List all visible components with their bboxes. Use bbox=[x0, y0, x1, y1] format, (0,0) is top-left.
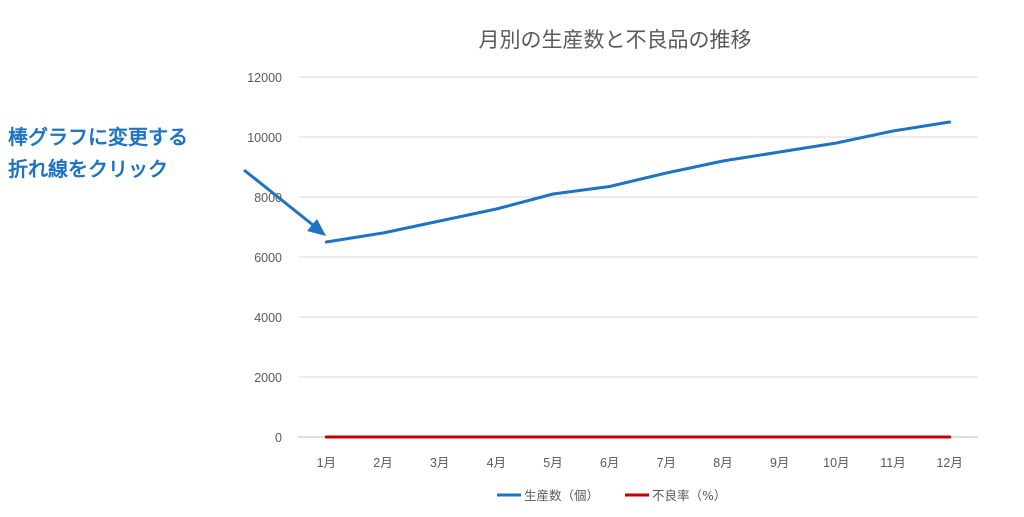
data-point-defect-rate[interactable] bbox=[778, 435, 781, 438]
data-point-production[interactable] bbox=[495, 208, 498, 211]
x-tick-label: 6月 bbox=[600, 456, 619, 470]
annotation-arrow-head bbox=[307, 219, 326, 236]
x-tick-label: 4月 bbox=[487, 456, 506, 470]
x-tick-label: 3月 bbox=[430, 456, 449, 470]
data-point-defect-rate[interactable] bbox=[948, 435, 951, 438]
data-point-production[interactable] bbox=[722, 160, 725, 163]
y-tick-label: 10000 bbox=[247, 131, 282, 145]
data-point-production[interactable] bbox=[778, 151, 781, 154]
x-tick-label: 12月 bbox=[936, 456, 962, 470]
data-point-production[interactable] bbox=[892, 130, 895, 133]
legend: 生産数（個） 不良率（%） bbox=[497, 488, 726, 503]
series-line-production[interactable] bbox=[324, 120, 952, 244]
x-tick-label: 11月 bbox=[880, 456, 905, 470]
data-point-defect-rate[interactable] bbox=[382, 435, 385, 438]
annotation-callout: 棒グラフに変更する 折れ線をクリック bbox=[8, 125, 326, 236]
y-tick-label: 4000 bbox=[254, 311, 282, 325]
x-tick-label: 9月 bbox=[770, 456, 789, 470]
annotation-line-2: 折れ線をクリック bbox=[8, 157, 168, 181]
data-point-production[interactable] bbox=[552, 193, 555, 196]
x-tick-label: 2月 bbox=[373, 456, 392, 470]
data-point-defect-rate[interactable] bbox=[552, 435, 555, 438]
y-tick-label: 6000 bbox=[254, 251, 282, 265]
data-point-defect-rate[interactable] bbox=[892, 435, 895, 438]
data-point-defect-rate[interactable] bbox=[722, 435, 725, 438]
annotation-line-1: 棒グラフに変更する bbox=[8, 125, 188, 149]
data-point-defect-rate[interactable] bbox=[665, 435, 668, 438]
data-point-production[interactable] bbox=[665, 172, 668, 175]
data-point-defect-rate[interactable] bbox=[325, 435, 328, 438]
y-tick-label: 12000 bbox=[247, 71, 282, 85]
legend-label-production: 生産数（個） bbox=[524, 488, 599, 503]
data-point-production[interactable] bbox=[325, 241, 328, 244]
legend-label-defect-rate: 不良率（%） bbox=[652, 488, 726, 503]
data-point-production[interactable] bbox=[948, 121, 951, 124]
data-point-defect-rate[interactable] bbox=[608, 435, 611, 438]
data-point-defect-rate[interactable] bbox=[495, 435, 498, 438]
x-tick-label: 7月 bbox=[657, 456, 676, 470]
data-point-production[interactable] bbox=[438, 220, 441, 223]
data-point-defect-rate[interactable] bbox=[835, 435, 838, 438]
x-tick-label: 10月 bbox=[823, 456, 849, 470]
annotation-arrow-shaft bbox=[243, 168, 319, 231]
x-tick-label: 1月 bbox=[317, 456, 336, 470]
y-tick-label: 2000 bbox=[254, 371, 282, 385]
series-lines[interactable] bbox=[324, 120, 952, 439]
x-tick-label: 5月 bbox=[543, 456, 562, 470]
data-point-production[interactable] bbox=[382, 232, 385, 235]
gridlines bbox=[298, 76, 978, 438]
chart-title: 月別の生産数と不良品の推移 bbox=[479, 28, 752, 52]
x-axis-tick-labels: 1月 2月 3月 4月 5月 6月 7月 8月 9月 10月 11月 12月 bbox=[317, 456, 963, 470]
data-point-production[interactable] bbox=[608, 185, 611, 188]
data-point-defect-rate[interactable] bbox=[438, 435, 441, 438]
data-point-production[interactable] bbox=[835, 142, 838, 145]
x-tick-label: 8月 bbox=[713, 456, 732, 470]
y-tick-label: 0 bbox=[275, 431, 282, 445]
